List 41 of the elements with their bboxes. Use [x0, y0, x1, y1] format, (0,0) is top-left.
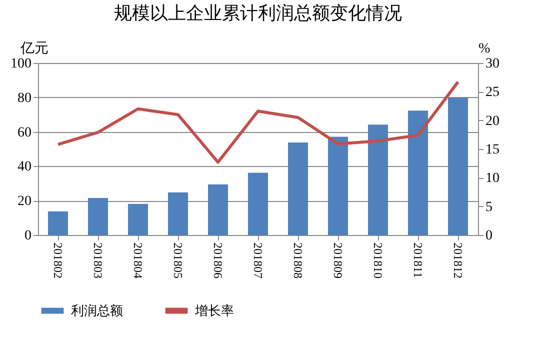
x-tick-label: 201802	[51, 242, 65, 278]
x-tick-label: 201804	[131, 242, 145, 278]
bar	[88, 198, 108, 235]
legend-label: 利润总额	[71, 302, 123, 318]
chart-title: 规模以上企业累计利润总额变化情况	[114, 3, 402, 23]
x-tick-label: 201806	[211, 242, 225, 278]
x-tick-label: 201810	[371, 242, 385, 278]
y2-tick-label: 5	[486, 200, 492, 215]
bar	[368, 124, 388, 235]
y-axis-title: 亿元	[20, 40, 48, 56]
y-tick-label: 60	[18, 125, 32, 140]
y2-tick-label: 15	[486, 142, 500, 158]
y-tick-label: 0	[24, 228, 32, 244]
x-tick-label: 201809	[331, 242, 345, 278]
x-tick-label: 201803	[91, 242, 105, 278]
x-tick-label: 201807	[251, 242, 265, 278]
y2-tick-label: 30	[486, 56, 500, 72]
y-tick-label: 80	[18, 90, 32, 106]
x-tick-label: 201811	[411, 242, 425, 278]
line-series	[56, 80, 460, 164]
legend-label: 增长率	[194, 302, 234, 318]
y-tick-label: 20	[18, 194, 32, 210]
y-tick-label: 100	[10, 56, 32, 72]
y2-tick-label: 20	[486, 114, 500, 129]
y2-tick-label: 25	[486, 85, 500, 100]
x-tick-label: 201812	[451, 242, 465, 278]
bar	[208, 184, 228, 235]
bar	[128, 204, 148, 235]
bar	[328, 136, 348, 235]
bar	[448, 98, 468, 235]
x-tick-label: 201805	[171, 242, 185, 278]
y-tick-label: 40	[18, 160, 32, 175]
x-tick-label: 201808	[291, 242, 305, 278]
bar	[168, 192, 188, 235]
bar	[408, 110, 428, 235]
y2-tick-label: 10	[486, 171, 500, 186]
y2-axis-title: %	[478, 42, 490, 56]
bar	[248, 172, 268, 235]
y2-tick-label: 0	[486, 228, 492, 244]
bar	[288, 142, 308, 235]
bar	[48, 211, 68, 235]
